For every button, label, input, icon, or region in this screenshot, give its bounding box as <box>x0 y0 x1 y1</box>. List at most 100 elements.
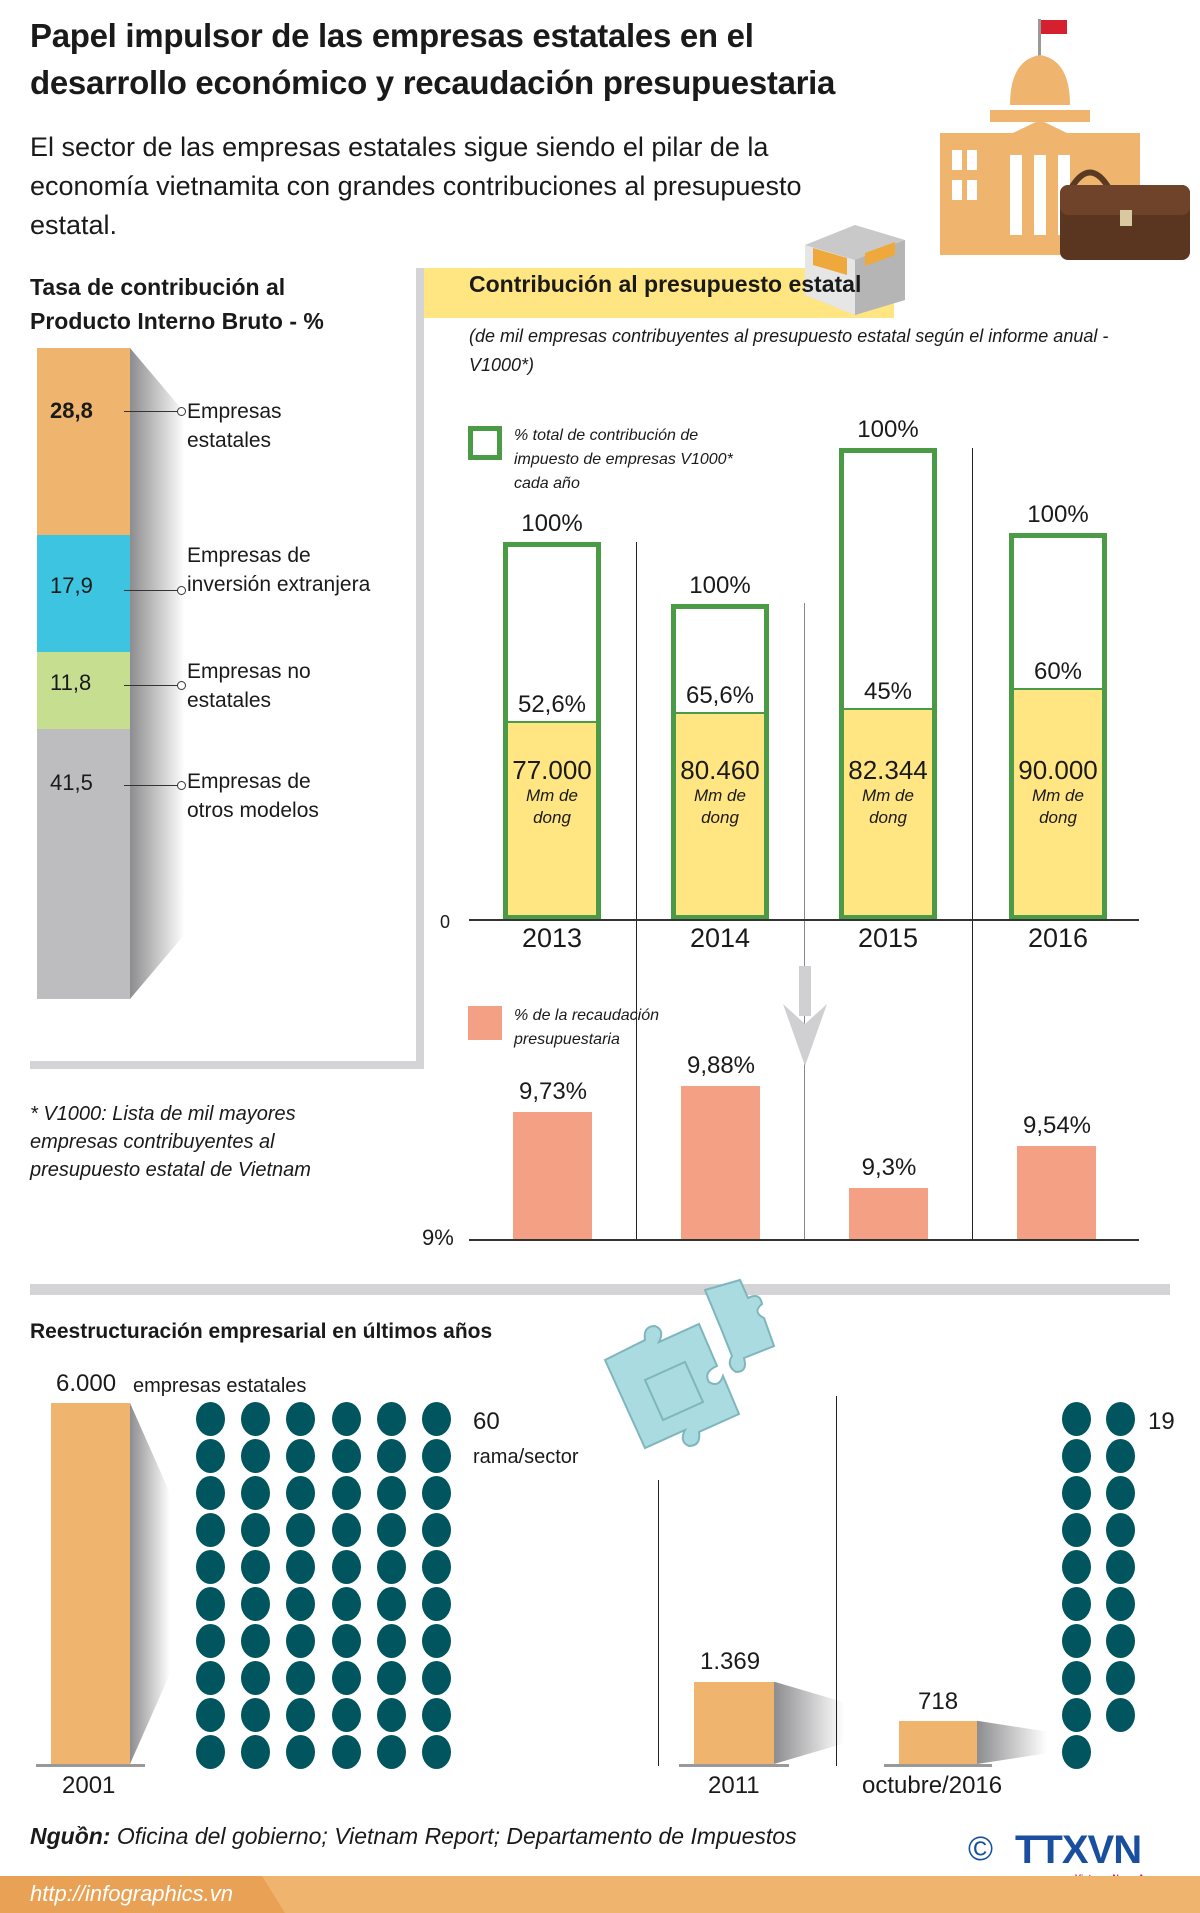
sector-dot <box>241 1624 271 1658</box>
soe-value-label: 80.460 Mm de dong <box>671 755 769 829</box>
title-line-1: Papel impulsor de las empresas estatales… <box>30 17 754 54</box>
sector-dot <box>331 1661 361 1695</box>
sector-dot <box>286 1587 316 1621</box>
sector-dot <box>1106 1476 1135 1510</box>
frame-border <box>30 1061 424 1069</box>
sector-dot <box>196 1439 225 1473</box>
sector-dot <box>196 1698 225 1732</box>
source-label: Nguồn: <box>30 1823 111 1849</box>
sector-dot <box>422 1476 451 1510</box>
soe-bar <box>839 707 937 920</box>
share-label: 60% <box>1033 657 1083 685</box>
sector-dot <box>331 1587 361 1621</box>
year-label: octubre/2016 <box>862 1772 1003 1799</box>
page-subtitle: El sector de las empresas estatales sigu… <box>30 132 802 240</box>
sector-dot <box>196 1402 225 1436</box>
sector-dot <box>1106 1624 1135 1658</box>
sector-dot <box>376 1624 406 1658</box>
sector-dot <box>1062 1402 1091 1436</box>
sector-dot <box>196 1476 225 1510</box>
sector-dot <box>1106 1439 1135 1473</box>
sector-dot <box>1062 1550 1091 1584</box>
sector-dot <box>196 1587 225 1621</box>
legend-swatch-revenue <box>468 1006 502 1040</box>
chart-subtitle: (de mil empresas contribuyentes al presu… <box>469 326 1109 375</box>
gdp-label-line: inversión extranjera <box>187 573 371 596</box>
baseline-label: 9% <box>422 1225 454 1250</box>
footnote: * V1000: Lista de mil mayores empresas c… <box>30 1103 311 1181</box>
gdp-label: Empresas de inversión extranjera <box>187 541 370 599</box>
legend-label-total: % total de contribución de impuesto de e… <box>514 427 733 492</box>
sector-dot <box>241 1402 271 1436</box>
gdp-label-line: Empresas <box>187 400 282 423</box>
share-label: 45% <box>863 677 913 705</box>
sector-dot <box>422 1661 451 1695</box>
sector-dot <box>241 1698 271 1732</box>
divider-line <box>804 603 805 1240</box>
enterprise-bar <box>899 1720 977 1764</box>
sector-dot <box>1062 1587 1091 1621</box>
connector-line <box>124 586 186 595</box>
gdp-label: Empresas no estatales <box>187 657 311 715</box>
value-label-2016: 718 <box>918 1688 959 1715</box>
source-line: Nguồn: Oficina del gobierno; Vietnam Rep… <box>30 1823 797 1850</box>
legend-label-revenue: % de la recaudación presupuestaria <box>514 1007 659 1048</box>
sector-dot <box>376 1476 406 1510</box>
sector-dot <box>376 1587 406 1621</box>
revenue-bar <box>681 1086 760 1240</box>
gdp-title-line-2: Producto Interno Bruto - % <box>30 308 324 334</box>
sector-label: rama/sector <box>473 1446 579 1468</box>
sector-dot <box>286 1476 316 1510</box>
total-label: 100% <box>689 571 751 599</box>
down-arrow-icon <box>783 966 827 1066</box>
sector-dot <box>196 1661 225 1695</box>
sector-dot <box>376 1698 406 1732</box>
sector-dot <box>1106 1661 1135 1695</box>
sector-dot <box>196 1735 225 1769</box>
sector-dot <box>1062 1698 1091 1732</box>
value-label-2001: 6.000 <box>56 1370 117 1397</box>
bar-shadow <box>977 1720 1047 1764</box>
sector-dot <box>1106 1550 1135 1584</box>
revenue-bar <box>849 1187 928 1240</box>
frame-border <box>416 268 424 1068</box>
revenue-bar <box>513 1112 592 1240</box>
year-label: 2013 <box>521 923 583 953</box>
footer-url-link[interactable]: http://infographics.vn <box>0 1876 285 1913</box>
puzzle-icon <box>603 1278 776 1450</box>
gdp-label-line: Empresas no <box>187 660 311 683</box>
sector-dot <box>196 1513 225 1547</box>
bar-shadow <box>130 348 185 999</box>
sector-dot <box>422 1439 451 1473</box>
sector-dot <box>1062 1661 1091 1695</box>
year-label: 2011 <box>708 1772 760 1799</box>
restructuring-title: Reestructuración empresarial en últimos … <box>30 1320 493 1343</box>
gdp-value: 28,8 <box>50 398 93 423</box>
gdp-label-line: otros modelos <box>187 799 319 822</box>
sector-dot <box>1106 1698 1135 1732</box>
sector-dot <box>422 1698 451 1732</box>
x-axis <box>469 919 1139 921</box>
bar-base <box>36 1764 145 1767</box>
money-stack-icon <box>805 225 905 315</box>
revenue-value-label: 9,88% <box>686 1052 756 1079</box>
share-label: 52,6% <box>517 691 587 719</box>
divider-line <box>658 1480 659 1766</box>
divider-line <box>836 1396 837 1766</box>
axis-zero-label: 0 <box>440 912 451 932</box>
gdp-value: 11,8 <box>50 670 92 695</box>
sector-dot <box>1062 1735 1091 1769</box>
gdp-label-line: estatales <box>187 689 272 712</box>
sector-dot <box>286 1661 316 1695</box>
revenue-value-label: 9,3% <box>861 1153 917 1181</box>
gdp-label-line: Empresas de <box>187 544 311 567</box>
legend-swatch-total <box>468 426 502 460</box>
year-label: 2015 <box>857 923 919 953</box>
sector-dot <box>1106 1587 1135 1621</box>
connector-line <box>124 781 186 790</box>
revenue-bar <box>1017 1145 1096 1240</box>
sector-dot <box>331 1550 361 1584</box>
unit-label: dong <box>869 808 907 827</box>
ttxvn-logo: TTXVN <box>1015 1828 1142 1872</box>
divider-line <box>972 448 973 1240</box>
